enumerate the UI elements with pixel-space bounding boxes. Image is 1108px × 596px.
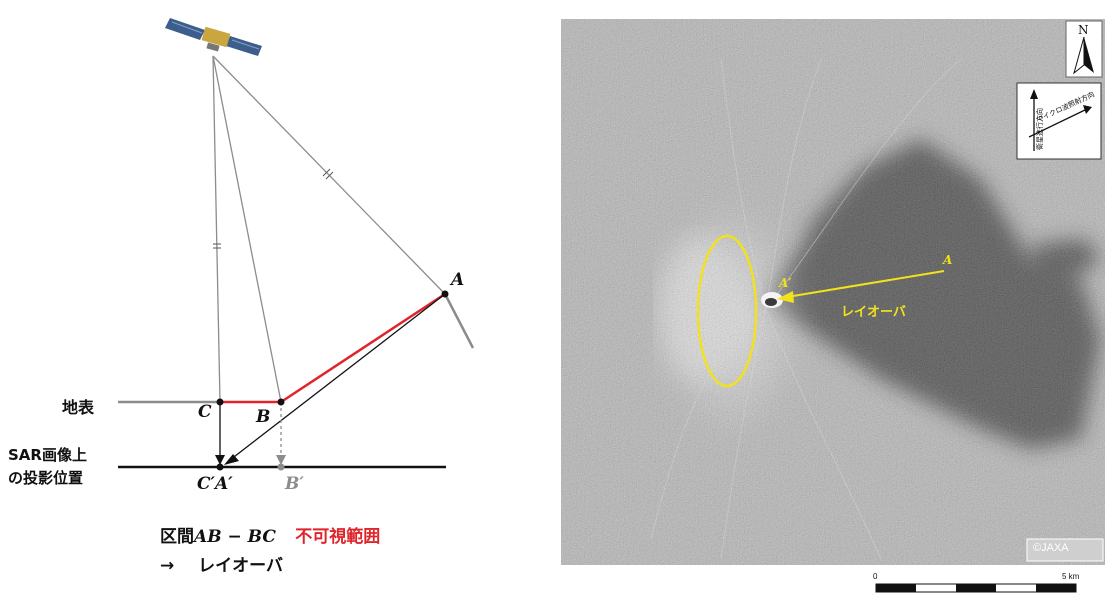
point-c-dot [216,398,224,406]
segment-ab [280,292,446,404]
sar-image-panel [561,19,1105,565]
equal-distance-marks [213,168,334,249]
point-b-dot [277,398,285,406]
projection-a [229,293,446,461]
satellite-icon [165,18,262,56]
sar-point-a: A [943,253,953,267]
arrowhead-b [276,455,286,465]
legend-arrow: → [160,556,175,576]
ray-to-a [212,55,446,295]
scale-end-label: 5 km [1062,572,1080,581]
point-a-dot [441,290,449,298]
legend-row-1: 区間AB − BC 不可視範囲 [160,522,380,547]
back-slope [443,293,475,349]
layover-arrow-line [786,270,945,298]
scale-start-label: 0 [873,572,878,581]
label-ca-prime: C′A′ [197,474,233,494]
sar-image [561,19,1105,565]
north-arrow-icon [1065,20,1103,78]
legend-prefix: 区間 [160,527,194,547]
label-sar-line2: の投影位置 [8,469,84,487]
orientation-inset [1016,82,1102,160]
copyright-text: ©JAXA [1033,542,1069,554]
legend-layover: レイオーバ [198,556,284,576]
ray-to-c [212,55,221,403]
north-label: N [1078,23,1089,37]
layover-arrowhead [777,291,794,303]
label-point-b: B [256,407,271,427]
point-ca-prime-dot [216,463,224,471]
label-point-a: A [451,270,465,290]
arrowhead-c [215,455,225,465]
arrowhead-a [224,454,239,465]
copyright-box [1026,538,1104,562]
scale-bar [875,583,1077,593]
label-sar-line1: SAR画像上 [8,446,87,464]
label-ground: 地表 [62,398,95,417]
legend-invisible-range: 不可視範囲 [295,527,381,547]
legend-math: AB − BC [194,527,276,547]
layover-diagram [118,18,475,471]
layover-region-ellipse [696,234,758,388]
legend-row-2: → レイオーバ [160,551,283,576]
label-b-prime: B′ [285,474,304,494]
point-b-prime-dot [277,463,285,471]
sar-point-a-prime: A′ [779,276,792,290]
sar-layover-label: レイオーバ [841,305,906,320]
ray-to-b [212,55,282,403]
label-point-c: C [198,402,212,422]
